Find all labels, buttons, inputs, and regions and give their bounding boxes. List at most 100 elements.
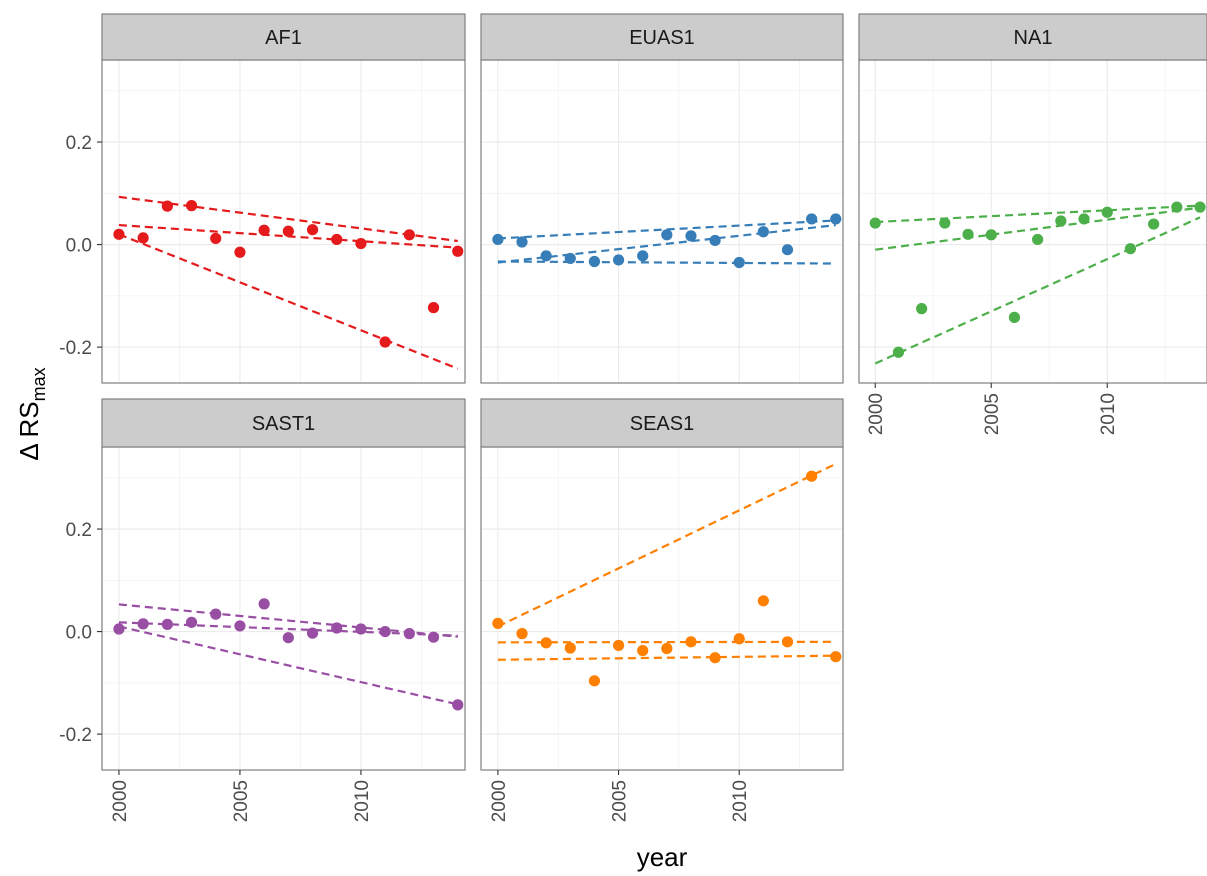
data-point [757,595,769,607]
panel-euas1: EUAS1 [480,13,844,384]
data-point [161,618,173,630]
panel-af1: AF1 -0.2 0.0 0.2 [59,13,466,384]
x-tick-label: 2005 [982,393,1003,435]
data-point [185,616,198,628]
data-point [564,642,576,654]
data-point [282,225,294,237]
data-point [685,230,697,242]
trend-line [875,204,1201,224]
data-point [588,675,601,687]
y-tick-label: 0.2 [66,520,92,541]
data-point [1148,218,1160,230]
data-point [452,245,464,257]
data-point [612,254,625,266]
data-point [661,229,673,241]
strip-label-af1: AF1 [265,27,302,49]
data-point [379,625,391,638]
x-tick-label: 2010 [730,780,751,822]
data-point [516,628,528,640]
data-point [210,232,222,245]
data-point [427,631,440,643]
y-axis-title-subscript: max [29,367,49,401]
data-point [781,244,794,256]
data-point [355,237,367,250]
data-point [564,252,576,265]
data-point [258,224,270,236]
data-point [331,233,343,246]
x-tick-label: 2010 [1098,393,1119,435]
panels: AF1 -0.2 0.0 0.2 EUAS1 NA1 2000 2005 2010 SAST1 -0… [59,13,1207,822]
data-point [1194,201,1206,213]
trend-line [497,260,836,265]
data-point [892,346,905,358]
panel-background [102,447,465,770]
strip-label-sast1: SAST1 [252,413,315,435]
data-point [234,246,246,258]
data-point [637,250,649,262]
data-point [939,217,951,229]
y-tick-label: 0.0 [66,236,92,257]
data-point [1008,311,1021,323]
data-point [258,598,270,610]
data-point [452,699,464,711]
x-tick-label: 2005 [610,780,631,822]
strip-background [480,398,844,448]
y-axis-title-main: Δ RS [14,401,44,460]
panel-background [481,60,843,383]
trend-line [875,206,1201,251]
strip-background [101,13,466,61]
trend-line [118,233,459,370]
data-point [733,633,745,645]
panel-background [481,447,843,770]
data-point [516,236,528,248]
strip-background [480,13,844,61]
strip-background [858,13,1207,61]
data-point [1124,243,1137,255]
data-point [210,608,222,620]
data-point [379,336,391,348]
trend-line [497,654,836,661]
data-point [137,232,149,244]
panel-marks [492,213,842,269]
data-point [612,639,625,652]
strip-label-euas1: EUAS1 [629,27,695,49]
strip-label-na1: NA1 [1014,27,1053,49]
panel-na1: NA1 2000 2005 2010 [858,13,1207,435]
data-point [830,213,842,225]
data-point [403,628,415,640]
panel-seas1: SEAS1 2000 2005 2010 [480,398,844,822]
data-point [137,618,149,630]
data-point [830,651,842,663]
data-point [757,226,769,238]
panel-marks [113,195,464,370]
data-point [492,233,504,246]
x-tick-label: 2010 [352,780,373,822]
data-point [306,224,319,236]
trend-line [118,621,458,637]
data-point [733,256,745,269]
data-point [1055,215,1067,227]
data-point [588,255,601,268]
y-tick-label: -0.2 [59,725,92,746]
data-point [916,303,928,315]
panel-marks [113,598,464,711]
x-tick-label: 2000 [489,780,510,822]
data-point [234,620,246,632]
data-point [661,642,673,655]
data-point [113,623,125,635]
data-point [427,302,440,314]
data-point [806,213,818,225]
data-point [781,636,794,648]
y-axis-title: Δ RSmax [14,367,49,460]
data-point [1171,201,1183,213]
x-tick-label: 2000 [866,393,887,435]
data-point [637,644,649,657]
strip-background [101,398,466,448]
data-point [306,627,319,639]
data-point [985,229,997,241]
data-point [185,200,198,212]
x-tick-label: 2005 [231,780,252,822]
panel-marks [869,201,1206,365]
data-point [685,636,697,648]
